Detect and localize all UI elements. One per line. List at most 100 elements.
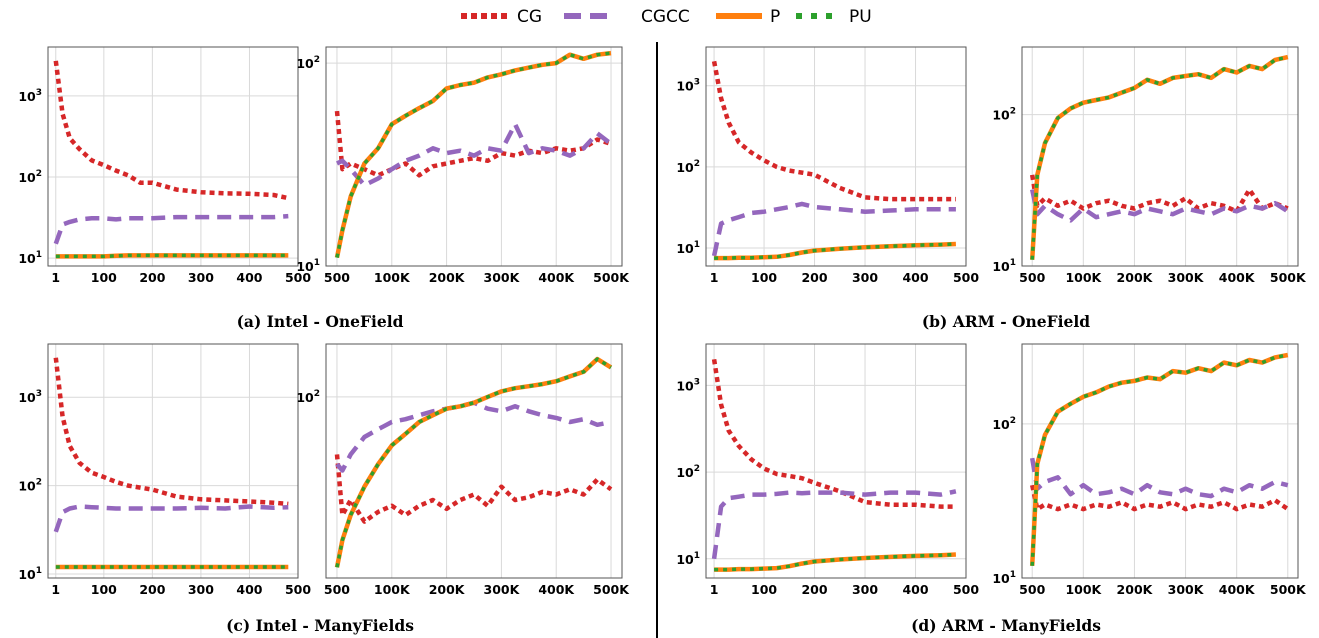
series-line-pu	[1030, 353, 1289, 566]
x-tick-label: 100K	[1065, 582, 1102, 597]
x-tick-label: 300K	[484, 582, 521, 597]
chart-a-right: 500 100K 200K 300K 400K 500K 101 102	[296, 46, 630, 285]
x-tick-label: 1	[710, 270, 719, 285]
x-tick-label: 200	[139, 582, 165, 597]
series-line-cg	[1029, 484, 1290, 512]
x-tick-label: 400	[902, 582, 928, 597]
caption-b: (b) ARM - OneField	[922, 312, 1090, 331]
series-line-cg	[53, 357, 289, 507]
y-tick-label: 101	[676, 551, 700, 567]
x-tick-label: 200	[801, 270, 827, 285]
series-line-cgcc	[1029, 189, 1290, 223]
series-line-cgcc	[711, 201, 956, 257]
chart-d-left: 1 100 200 300 400 500 101 102 103	[676, 343, 979, 597]
x-tick-label: 400K	[1219, 270, 1256, 285]
x-tick-label: 200K	[429, 582, 466, 597]
x-tick-label: 400K	[538, 582, 575, 597]
x-tick-label: 300K	[1168, 582, 1205, 597]
series-line-p	[1029, 352, 1289, 566]
chart-c-right: 500 100K 200K 300K 400K 500K 102	[296, 343, 630, 597]
x-tick-label: 500	[953, 582, 979, 597]
plot-frame	[47, 46, 299, 267]
series-line-cg	[334, 110, 612, 178]
plot-frame	[47, 343, 299, 579]
legend-label-cg: CG	[517, 7, 542, 27]
x-tick-label: 400	[236, 270, 262, 285]
chart-d-right: 500 100K 200K 300K 400K 500K 101 102	[992, 343, 1307, 597]
x-tick-label: 400K	[1219, 582, 1256, 597]
x-tick-label: 500	[324, 582, 350, 597]
x-tick-label: 300K	[1168, 270, 1205, 285]
x-tick-label: 500	[324, 270, 350, 285]
x-tick-label: 300	[852, 582, 878, 597]
caption-c: (c) Intel - ManyFields	[226, 616, 414, 635]
series-line-cg	[711, 60, 956, 202]
x-tick-label: 300	[188, 582, 214, 597]
y-tick-label: 102	[992, 416, 1016, 432]
series-line-p	[1029, 54, 1289, 260]
caption-d: (d) ARM - ManyFields	[911, 616, 1101, 635]
x-tick-label: 200K	[429, 270, 466, 285]
series-line-cg	[334, 454, 613, 524]
plot-frame	[325, 46, 623, 267]
series-line-pu	[335, 51, 612, 258]
y-tick-label: 103	[18, 389, 42, 405]
y-tick-label: 101	[18, 566, 42, 582]
plot-frame	[1021, 343, 1299, 579]
plot-frame	[325, 343, 623, 579]
legend-label-cgcc: CGCC	[641, 7, 690, 27]
x-tick-label: 400	[236, 582, 262, 597]
series-line-pu	[1030, 55, 1289, 260]
series-line-cgcc	[335, 400, 612, 473]
y-tick-label: 102	[296, 389, 320, 405]
series-line-cgcc	[1029, 457, 1289, 499]
series-line-cgcc	[53, 213, 289, 245]
x-tick-label: 1	[51, 582, 60, 597]
legend-label-pu: PU	[849, 7, 872, 27]
y-tick-label: 103	[676, 78, 700, 94]
legend: CG CGCC P PU	[461, 7, 872, 27]
y-tick-label: 102	[992, 107, 1016, 123]
y-tick-label: 101	[676, 240, 700, 256]
y-tick-label: 101	[18, 250, 42, 266]
x-tick-label: 1	[710, 582, 719, 597]
series-line-pu	[714, 242, 956, 260]
x-tick-label: 500K	[593, 582, 630, 597]
x-tick-label: 500	[1019, 582, 1045, 597]
chart-b-left: 1 100 200 300 400 500 101 102 103	[676, 46, 979, 285]
y-tick-label: 103	[676, 377, 700, 393]
x-tick-label: 300	[188, 270, 214, 285]
series-line-cgcc	[711, 489, 957, 560]
series-line-pu	[714, 552, 956, 572]
x-tick-label: 100	[751, 582, 777, 597]
chart-a-left: 1 100 200 300 400 500 101 102 103	[18, 46, 311, 285]
x-tick-label: 500	[1019, 270, 1045, 285]
x-tick-label: 100	[751, 270, 777, 285]
x-tick-label: 500K	[1270, 270, 1307, 285]
chart-c-left: 1 100 200 300 400 500 101 102 103	[18, 343, 311, 597]
x-tick-label: 500	[285, 270, 311, 285]
x-tick-label: 400K	[538, 270, 575, 285]
y-tick-label: 101	[992, 258, 1016, 274]
x-tick-label: 100	[91, 582, 117, 597]
x-tick-label: 200K	[1117, 270, 1154, 285]
x-tick-label: 500	[285, 582, 311, 597]
x-tick-label: 500K	[1270, 582, 1307, 597]
x-tick-label: 500K	[593, 270, 630, 285]
series-line-cgcc	[335, 121, 613, 188]
y-tick-label: 101	[992, 570, 1016, 586]
x-tick-label: 200	[139, 270, 165, 285]
series-line-p	[334, 356, 613, 568]
y-tick-label: 102	[676, 464, 700, 480]
caption-a: (a) Intel - OneField	[237, 312, 404, 331]
x-tick-label: 300	[852, 270, 878, 285]
x-tick-label: 100K	[374, 582, 411, 597]
legend-label-p: P	[770, 7, 780, 27]
series-line-cgcc	[53, 504, 289, 533]
y-tick-label: 102	[296, 55, 320, 71]
y-tick-label: 103	[18, 88, 42, 104]
x-tick-label: 100K	[374, 270, 411, 285]
x-tick-label: 1	[51, 270, 60, 285]
